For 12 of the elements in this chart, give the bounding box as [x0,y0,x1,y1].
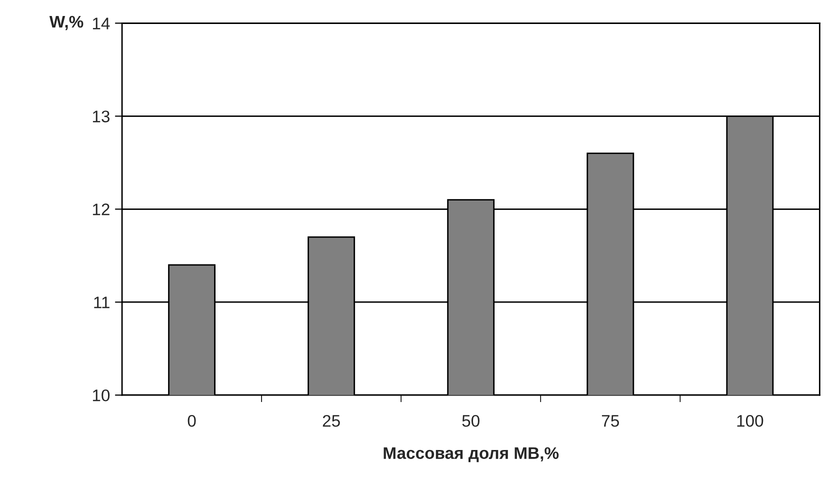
y-axis-title: W,% [49,16,84,30]
y-tick-label: 11 [94,296,110,308]
y-tick-label: 10 [92,389,110,402]
x-tick-label: 0 [188,414,196,427]
x-tick-label: 50 [462,414,480,427]
y-tick-label: 14 [92,18,110,30]
x-axis-title: Массовая доля МВ,% [384,447,559,462]
x-tick-label: 75 [602,415,619,427]
y-tick-label: 13 [92,110,110,122]
x-tick-label: 100 [737,414,764,427]
y-tick-label: 12 [92,204,110,216]
x-tick-label: 25 [322,414,340,427]
